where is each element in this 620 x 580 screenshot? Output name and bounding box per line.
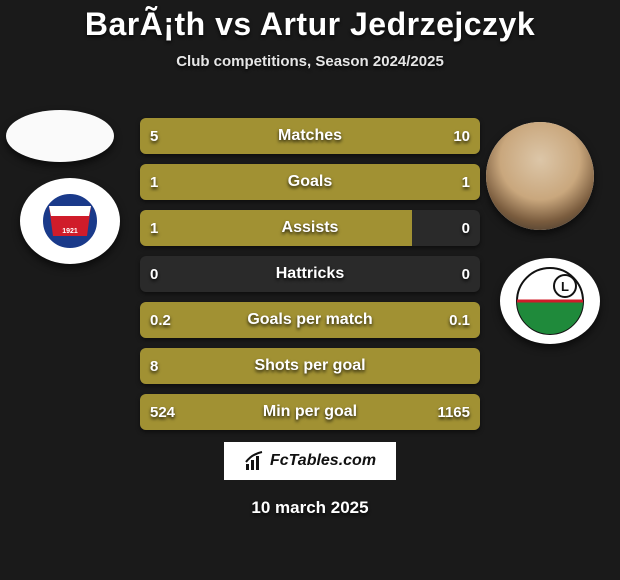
stat-row: 510Matches [140, 118, 480, 154]
bar-left [140, 164, 310, 200]
branding-text: FcTables.com [270, 452, 376, 470]
stat-value-right: 10 [453, 118, 470, 154]
stat-value-right: 1165 [437, 394, 470, 430]
stat-row: 00Hattricks [140, 256, 480, 292]
stat-value-left: 1 [150, 210, 158, 246]
bar-left [140, 348, 480, 384]
player2-avatar [486, 122, 594, 230]
player-face-icon [486, 122, 594, 230]
svg-text:1921: 1921 [62, 228, 78, 235]
stat-row: 8Shots per goal [140, 348, 480, 384]
bar-left [140, 210, 412, 246]
club2-badge: L [500, 258, 600, 344]
fctables-branding: FcTables.com [224, 442, 396, 480]
stat-value-left: 5 [150, 118, 158, 154]
subtitle: Club competitions, Season 2024/2025 [0, 53, 620, 70]
fctables-logo-icon [244, 450, 266, 472]
comparison-chart: 510Matches11Goals10Assists00Hattricks0.2… [140, 118, 480, 440]
stat-value-right: 0.1 [449, 302, 470, 338]
stat-value-left: 8 [150, 348, 158, 384]
stat-value-right: 1 [462, 164, 470, 200]
player1-avatar [6, 110, 114, 162]
stat-row: 5241165Min per goal [140, 394, 480, 430]
svg-text:L: L [561, 279, 569, 294]
club1-badge: 1921 [20, 178, 120, 264]
chart-date: 10 march 2025 [0, 498, 620, 518]
bar-left [140, 302, 368, 338]
stat-value-left: 0.2 [150, 302, 171, 338]
rakow-badge-icon: 1921 [41, 192, 99, 250]
stat-value-left: 0 [150, 256, 158, 292]
page-title: BarÃ¡th vs Artur Jedrzejczyk [0, 0, 620, 43]
stat-value-left: 524 [150, 394, 175, 430]
legia-badge-icon: L [515, 266, 585, 336]
bar-right [310, 164, 480, 200]
stat-row: 0.20.1Goals per match [140, 302, 480, 338]
stat-value-right: 0 [462, 210, 470, 246]
stat-row: 10Assists [140, 210, 480, 246]
stat-row: 11Goals [140, 164, 480, 200]
bar-right [252, 118, 480, 154]
stat-value-left: 1 [150, 164, 158, 200]
stat-value-right: 0 [462, 256, 470, 292]
